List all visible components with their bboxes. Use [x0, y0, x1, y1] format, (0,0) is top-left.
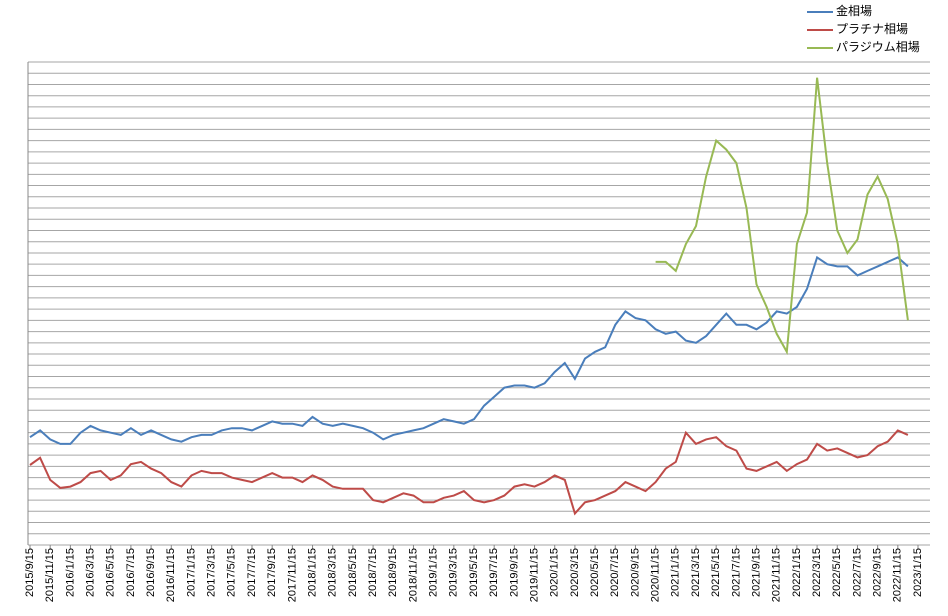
x-tick-label: 2020/11/15 — [650, 548, 662, 602]
x-tick-label: 2017/11/15 — [286, 548, 298, 602]
x-tick-label: 2022/1/15 — [791, 548, 803, 597]
x-tick-label: 2019/5/15 — [468, 548, 480, 597]
legend-label: パラジウム相場 — [836, 40, 920, 54]
legend-label: 金相場 — [836, 3, 872, 18]
series-line — [655, 77, 909, 356]
x-tick-label: 2022/5/15 — [831, 548, 843, 597]
x-tick-label: 2021/11/15 — [771, 548, 783, 602]
x-tick-label: 2018/7/15 — [367, 548, 379, 597]
x-tick-label: 2023/1/15 — [912, 548, 924, 597]
x-tick-label: 2018/11/15 — [407, 548, 419, 602]
x-tick-label: 2016/11/15 — [165, 548, 177, 602]
x-tick-label: 2022/11/15 — [892, 548, 904, 602]
legend-label: プラチナ相場 — [836, 22, 908, 36]
x-tick-label: 2019/11/15 — [528, 548, 540, 602]
series-line — [29, 255, 909, 445]
x-tick-label: 2018/9/15 — [387, 548, 399, 597]
x-tick-label: 2021/5/15 — [710, 548, 722, 597]
x-tick-label: 2020/7/15 — [609, 548, 621, 597]
x-tick-label: 2019/3/15 — [448, 548, 460, 597]
x-tick-label: 2015/11/15 — [44, 548, 56, 602]
x-tick-label: 2017/3/15 — [206, 548, 218, 597]
x-tick-label: 2020/3/15 — [569, 548, 581, 597]
x-tick-label: 2015/9/15 — [24, 548, 36, 597]
x-tick-label: 2016/7/15 — [125, 548, 137, 597]
x-tick-label: 2019/1/15 — [428, 548, 440, 597]
x-tick-label: 2021/7/15 — [730, 548, 742, 597]
x-tick-label: 2016/5/15 — [105, 548, 117, 597]
x-tick-label: 2018/3/15 — [327, 548, 339, 597]
x-tick-label: 2022/9/15 — [872, 548, 884, 597]
x-tick-label: 2022/3/15 — [811, 548, 823, 597]
x-tick-label: 2019/7/15 — [488, 548, 500, 597]
x-tick-label: 2020/1/15 — [549, 548, 561, 597]
x-tick-label: 2019/9/15 — [508, 548, 520, 597]
x-tick-label: 2020/9/15 — [629, 548, 641, 597]
x-tick-label: 2022/7/15 — [851, 548, 863, 597]
x-tick-label: 2021/9/15 — [750, 548, 762, 597]
x-tick-label: 2017/1/15 — [185, 548, 197, 597]
x-tick-label: 2017/5/15 — [226, 548, 238, 597]
x-tick-label: 2021/3/15 — [690, 548, 702, 597]
series-line — [29, 429, 909, 516]
x-tick-label: 2021/1/15 — [670, 548, 682, 597]
x-tick-label: 2016/9/15 — [145, 548, 157, 597]
x-tick-label: 2016/1/15 — [64, 548, 76, 597]
x-tick-label: 2016/3/15 — [84, 548, 96, 597]
x-tick-label: 2017/7/15 — [246, 548, 258, 597]
x-tick-label: 2018/5/15 — [347, 548, 359, 597]
x-tick-label: 2017/9/15 — [266, 548, 278, 597]
x-tick-label: 2018/1/15 — [306, 548, 318, 597]
x-tick-label: 2020/5/15 — [589, 548, 601, 597]
